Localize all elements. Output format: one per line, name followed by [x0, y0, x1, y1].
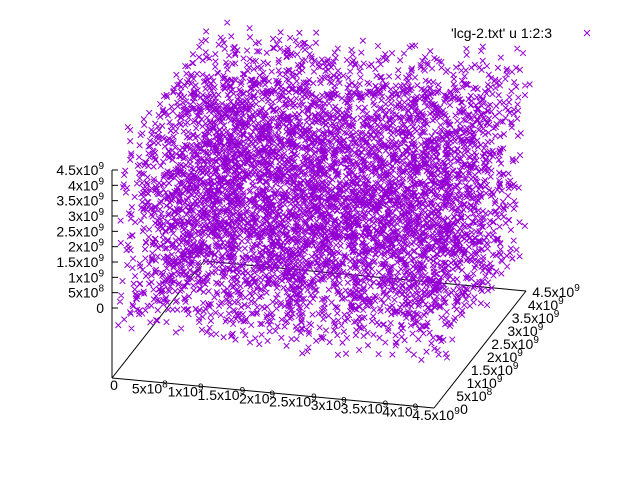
tick-labels-layer: 05x1081x1091.5x1092x1092.5x1093x1093.5x1… [56, 161, 580, 423]
y-tick-label: 4x109 [528, 296, 564, 313]
z-tick-label: 0 [96, 300, 104, 316]
z-tick-label: 5x108 [68, 284, 104, 301]
x-tick-label: 5x108 [132, 379, 168, 396]
y-tick-label: 2.5x109 [491, 335, 539, 352]
x-tick-label: 0 [110, 377, 118, 393]
y-tick-label: 1x109 [466, 374, 502, 391]
z-tick-label: 1.5x109 [56, 253, 104, 270]
z-tick-label: 1x109 [68, 268, 104, 285]
y-axis-line [433, 290, 527, 409]
legend-marker-icon [583, 29, 591, 37]
z-tick-label: 3.5x109 [56, 192, 104, 209]
points-layer [115, 19, 533, 363]
y-tick-label: 0 [460, 401, 468, 417]
z-tick-label: 4.5x109 [56, 161, 104, 178]
x-tick-label: 3.5x109 [341, 399, 389, 416]
x-tick-label: 1.5x109 [198, 386, 246, 403]
x-tick-label: 3x109 [311, 396, 347, 413]
z-tick-label: 2.5x109 [56, 222, 104, 239]
legend-x-marker [583, 29, 591, 37]
legend-label: 'lcg-2.txt' u 1:2:3 [451, 25, 552, 41]
x-tick-label: 2.5x109 [269, 393, 317, 410]
y-tick-label: 3x109 [507, 322, 543, 339]
z-tick-label: 4x109 [68, 176, 104, 193]
x-tick-label: 4x109 [382, 403, 418, 420]
y-tick-label: 4.5x109 [532, 283, 580, 300]
y-tick-label: 2x109 [487, 348, 523, 365]
x-tick-label: 1x109 [168, 383, 204, 400]
data-points [115, 19, 533, 363]
y-tick-label: 1.5x109 [471, 361, 519, 378]
y-tick-label: 5x108 [456, 387, 492, 404]
z-tick-label: 2x109 [68, 238, 104, 255]
legend: 'lcg-2.txt' u 1:2:3 [451, 25, 591, 41]
x-tick-label: 2x109 [239, 389, 275, 406]
y-tick-label: 3.5x109 [512, 309, 560, 326]
x-axis-line [111, 377, 435, 409]
x-tick-label: 4.5x109 [412, 406, 460, 423]
z-tick-label: 3x109 [68, 207, 104, 224]
